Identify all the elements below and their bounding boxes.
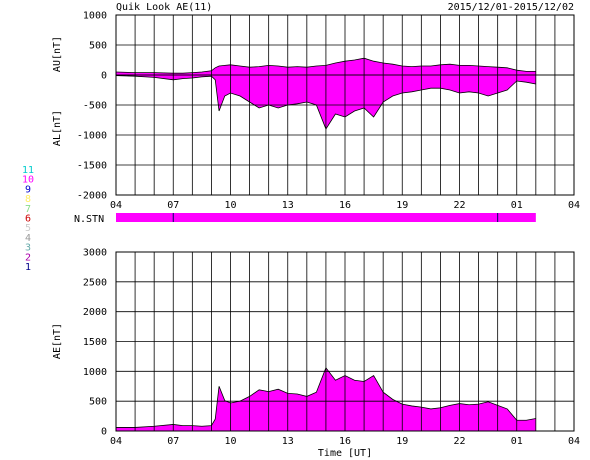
x-axis-label: Time [UT]	[318, 448, 372, 459]
bottom-panel-ytick-label: 0	[101, 427, 107, 438]
ae-axis-label: AE[nT]	[52, 323, 63, 359]
legend-station-10: 10	[22, 175, 34, 186]
bottom-panel-xtick-label: 22	[453, 436, 465, 447]
legend-station-8: 8	[25, 194, 31, 205]
top-panel-ytick-label: -2000	[77, 191, 107, 202]
legend-station-11: 11	[22, 165, 34, 176]
bottom-panel-xtick-label: 01	[511, 436, 523, 447]
bottom-panel-xtick-label: 10	[224, 436, 236, 447]
legend-station-1: 1	[25, 262, 31, 273]
top-panel-xtick-label: 19	[396, 200, 408, 211]
au-axis-label: AU[nT]	[52, 36, 63, 72]
date-range: 2015/12/01-2015/12/02	[448, 2, 574, 13]
top-panel-xtick-label: 04	[110, 200, 122, 211]
au-series-line	[115, 57, 536, 74]
legend-station-7: 7	[25, 204, 31, 215]
legend-station-6: 6	[25, 214, 31, 225]
station-count-bar: N.STN	[74, 213, 536, 225]
legend-station-9: 9	[25, 184, 31, 195]
top-panel-frame	[115, 14, 575, 196]
bottom-panel-xtick-label: 07	[167, 436, 179, 447]
bottom-panel-frame	[115, 251, 575, 432]
bottom-panel-xtick-label: 16	[339, 436, 351, 447]
chart-title: Quik Look AE(11)	[116, 2, 212, 13]
bottom-panel-ytick-label: 3000	[83, 248, 107, 259]
legend-station-4: 4	[25, 233, 31, 244]
bottom-panel-ytick-label: 500	[89, 397, 107, 408]
top-panel-xtick-label: 16	[339, 200, 351, 211]
bottom-panel-xtick-label: 04	[110, 436, 122, 447]
top-panel-ytick-label: 0	[101, 71, 107, 82]
bottom-panel-xtick-label: 04	[568, 436, 580, 447]
legend-station-5: 5	[25, 223, 31, 234]
top-panel-ytick-label: -1000	[77, 131, 107, 142]
top-panel-ytick-label: 500	[89, 41, 107, 52]
bottom-panel-ytick-label: 2000	[83, 307, 107, 318]
top-panel-xtick-label: 10	[224, 200, 236, 211]
top-panel-xtick-label: 07	[167, 200, 179, 211]
top-panel-ytick-label: -1500	[77, 161, 107, 172]
bottom-panel-ytick-label: 1500	[83, 337, 107, 348]
top-panel-ytick-label: -500	[83, 101, 107, 112]
ae-panel: 3000 2500 2000 1500 1000 500 0 04 07 10 13 16 19 22 0…	[52, 248, 580, 460]
ae-series-line	[116, 366, 536, 428]
bottom-panel-ytick-label: 1000	[83, 367, 107, 378]
top-panel-xtick-label: 13	[282, 200, 294, 211]
al-series-line	[115, 75, 536, 130]
au-al-panel: 1000 500 0 -500 -1000 -1500 -2000 04 07 10 13 16 19…	[52, 11, 580, 212]
al-axis-label: AL[nT]	[52, 110, 63, 146]
station-count-label: N.STN	[74, 214, 104, 225]
top-panel-xtick-label: 01	[511, 200, 523, 211]
legend-station-3: 3	[25, 243, 31, 254]
legend-station-2: 2	[25, 252, 31, 263]
top-panel-ytick-label: 1000	[83, 11, 107, 22]
top-panel-xtick-label: 22	[453, 200, 465, 211]
bottom-panel-xtick-label: 19	[396, 436, 408, 447]
bottom-panel-ytick-label: 2500	[83, 277, 107, 288]
bottom-panel-xtick-label: 13	[282, 436, 294, 447]
station-count-fill	[116, 213, 536, 222]
top-panel-xtick-label: 04	[568, 200, 580, 211]
